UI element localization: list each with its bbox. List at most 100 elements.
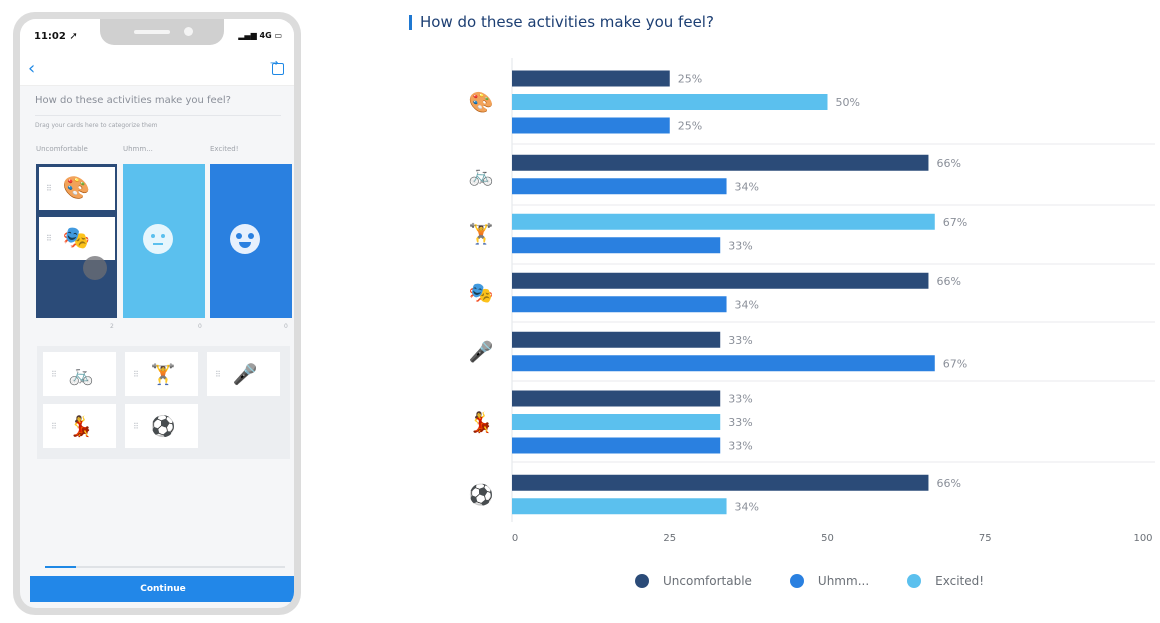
x-tick-label: 25 xyxy=(663,533,676,544)
card-soccer[interactable]: ⠿ ⚽ xyxy=(125,404,198,448)
status-bar: 11:02 ➚ ▂▄▆ 4G ▭ xyxy=(20,19,294,57)
legend-swatch-excited xyxy=(907,574,922,588)
column-label-uncomfortable: Uncomfortable xyxy=(36,145,88,153)
bar-excited xyxy=(512,213,935,230)
data-label: 50% xyxy=(836,96,860,109)
progress-bar xyxy=(45,566,285,568)
category-icon: 💃 xyxy=(469,410,494,434)
chart-title-text: How do these activities make you feel? xyxy=(420,13,714,31)
card-theater[interactable]: ⠿ 🎭 xyxy=(39,217,115,260)
legend-item-uhmm[interactable]: Uhmm... xyxy=(789,574,870,588)
x-tick-label: 75 xyxy=(979,533,992,544)
divider xyxy=(35,115,281,116)
drag-handle-icon[interactable]: ⠿ xyxy=(51,421,57,431)
bar-excited xyxy=(512,498,727,515)
column-count-uhmm: 0 xyxy=(198,323,202,330)
drag-handle-icon[interactable]: ⠿ xyxy=(46,234,52,243)
card-singing[interactable]: ⠿ 🎤 xyxy=(207,352,280,396)
data-label: 34% xyxy=(735,500,759,513)
bar-uhmm xyxy=(512,355,935,372)
drag-hint: Drag your cards here to categorize them xyxy=(35,122,158,129)
status-time: 11:02 ➚ xyxy=(34,31,78,42)
category-icon: 🎤 xyxy=(469,340,494,364)
column-count-excited: 0 xyxy=(284,323,288,330)
legend-swatch-uhmm xyxy=(789,574,804,588)
legend-label-uhmm: Uhmm... xyxy=(817,574,870,588)
exit-icon[interactable] xyxy=(270,58,284,75)
bar-excited xyxy=(512,414,721,430)
bar-uncomfortable xyxy=(512,154,929,171)
data-label: 25% xyxy=(678,73,702,86)
category-icon: 🏋 xyxy=(469,222,494,246)
bar-uhmm xyxy=(512,117,670,134)
card-painting[interactable]: ⠿ 🎨 xyxy=(37,165,117,212)
data-label: 33% xyxy=(728,416,752,429)
data-label: 33% xyxy=(728,440,752,453)
drag-handle-icon[interactable]: ⠿ xyxy=(133,369,139,379)
bar-uhmm xyxy=(512,237,721,254)
data-label: 67% xyxy=(943,216,967,229)
card-dancing[interactable]: ⠿ 💃 xyxy=(43,404,116,448)
drag-handle-icon[interactable]: ⠿ xyxy=(51,369,57,379)
soccer-ball-icon: ⚽ xyxy=(150,414,176,438)
column-label-excited: Excited! xyxy=(210,145,239,153)
data-label: 33% xyxy=(728,239,752,252)
bar-excited xyxy=(512,94,828,110)
dancer-icon: 💃 xyxy=(68,414,94,438)
x-tick-label: 0 xyxy=(512,533,518,544)
drag-handle-icon[interactable]: ⠿ xyxy=(215,369,221,379)
bar-uhmm xyxy=(512,178,727,195)
chart-title: How do these activities make you feel? xyxy=(409,13,714,31)
touch-indicator xyxy=(83,256,107,280)
signal-icon: ▂▄▆ 4G ▭ xyxy=(238,31,282,40)
bar-uncomfortable xyxy=(512,474,929,491)
column-count-uncomfortable: 2 xyxy=(110,323,114,330)
card-weightlifting[interactable]: ⠿ 🏋 xyxy=(125,352,198,396)
neutral-face-icon xyxy=(143,224,173,254)
x-tick-label: 50 xyxy=(821,533,834,544)
phone-notch xyxy=(100,19,224,45)
drag-handle-icon[interactable]: ⠿ xyxy=(133,421,139,431)
data-label: 67% xyxy=(943,357,967,370)
chart-legend: Uncomfortable Uhmm... Excited! xyxy=(635,574,1022,588)
nav-bar: ‹ xyxy=(20,57,294,86)
data-label: 34% xyxy=(735,180,759,193)
weightlifter-icon: 🏋 xyxy=(150,362,176,386)
data-label: 25% xyxy=(678,120,702,133)
bicycle-icon: 🚲 xyxy=(68,362,94,386)
title-accent-bar xyxy=(409,14,412,30)
bar-uncomfortable xyxy=(512,331,721,348)
data-label: 33% xyxy=(728,393,752,406)
legend-item-excited[interactable]: Excited! xyxy=(907,574,984,588)
category-icon: 🎭 xyxy=(469,281,494,305)
column-label-uhmm: Uhmm... xyxy=(123,145,153,153)
phone-mockup: 11:02 ➚ ▂▄▆ 4G ▭ ‹ How do these activiti… xyxy=(13,12,301,615)
legend-swatch-uncomfortable xyxy=(635,574,649,588)
legend-label-uncomfortable: Uncomfortable xyxy=(663,574,752,588)
legend-item-uncomfortable[interactable]: Uncomfortable xyxy=(635,574,752,588)
legend-label-excited: Excited! xyxy=(935,574,985,588)
palette-icon: 🎨 xyxy=(62,175,91,201)
card-pool: ⠿ 🚲 ⠿ 🏋 ⠿ 🎤 ⠿ 💃 ⠿ ⚽ xyxy=(37,346,290,459)
category-icon: 🎨 xyxy=(469,90,494,114)
phone-screen: 11:02 ➚ ▂▄▆ 4G ▭ ‹ How do these activiti… xyxy=(20,19,294,608)
data-label: 66% xyxy=(936,275,960,288)
theater-masks-icon: 🎭 xyxy=(62,225,91,251)
x-tick-label: 100 xyxy=(1133,533,1152,544)
bar-uhmm xyxy=(512,437,721,454)
bar-uncomfortable xyxy=(512,272,929,289)
bar-uhmm xyxy=(512,296,727,313)
data-label: 66% xyxy=(936,477,960,490)
data-label: 33% xyxy=(728,334,752,347)
back-chevron-icon[interactable]: ‹ xyxy=(28,58,36,79)
drag-handle-icon[interactable]: ⠿ xyxy=(46,184,52,193)
question-text: How do these activities make you feel? xyxy=(35,95,231,106)
microphone-icon: 🎤 xyxy=(232,362,258,386)
category-icon: 🚲 xyxy=(469,163,494,187)
card-cycling[interactable]: ⠿ 🚲 xyxy=(43,352,116,396)
happy-face-icon xyxy=(230,224,260,254)
category-icon: ⚽ xyxy=(468,483,494,507)
continue-button[interactable]: Continue xyxy=(30,576,294,602)
data-label: 34% xyxy=(735,298,759,311)
